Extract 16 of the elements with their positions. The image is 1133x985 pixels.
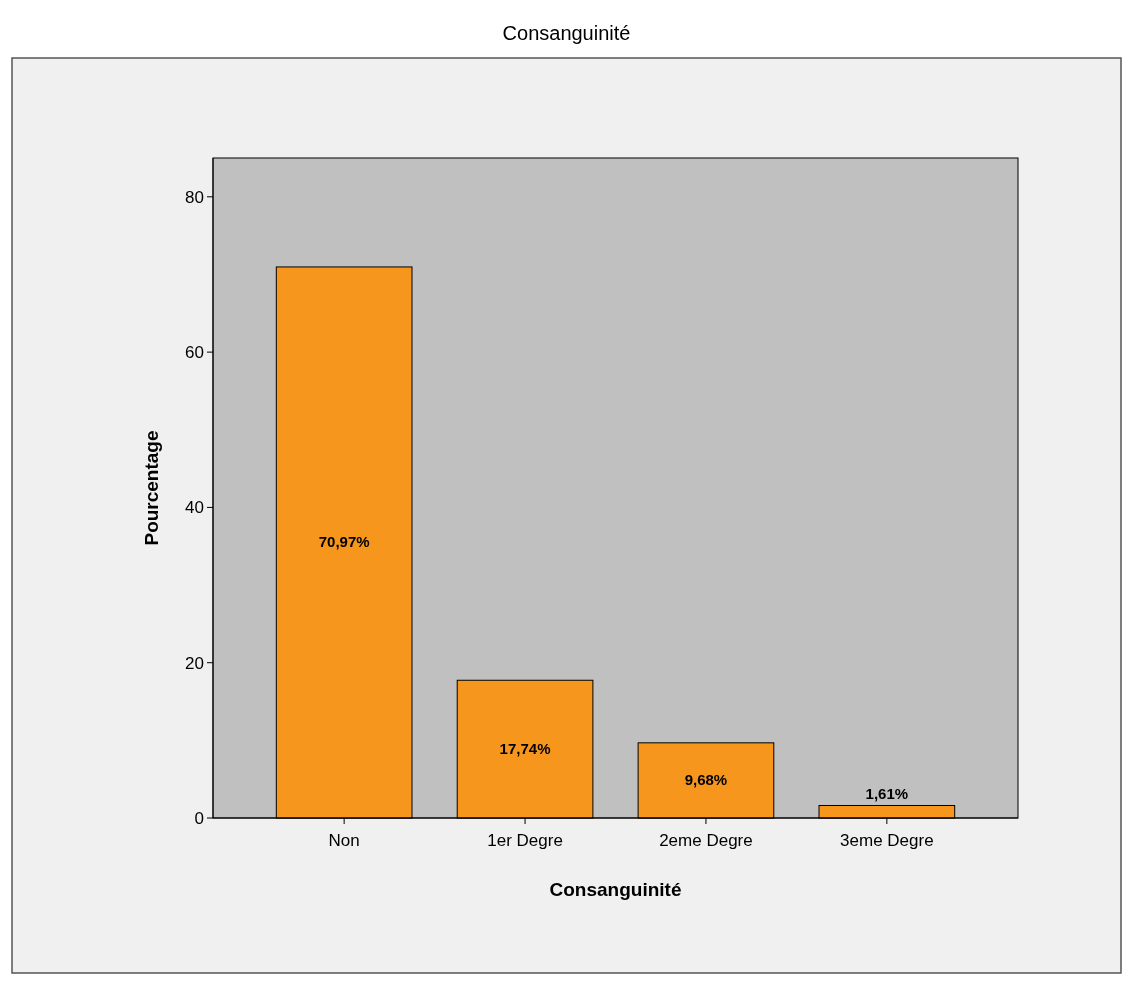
y-tick-label: 0 (194, 809, 204, 828)
x-tick-label: 3eme Degre (840, 831, 934, 850)
y-tick-label: 80 (185, 187, 204, 207)
y-tick-label: 20 (185, 653, 204, 673)
data-label: 1,61% (865, 785, 909, 803)
y-axis-title: Pourcentage (141, 430, 162, 546)
y-tick-label: 60 (185, 343, 204, 363)
data-label: 9,68% (684, 771, 728, 789)
chart-title: Consanguinité (502, 22, 631, 44)
x-tick-label: 2eme Degre (659, 831, 753, 850)
y-tick-label: 40 (185, 498, 204, 518)
x-tick-label: 1er Degre (487, 831, 563, 850)
x-tick-label: Non (328, 831, 360, 850)
data-label: 70,97% (318, 533, 370, 551)
data-label: 17,74% (499, 740, 551, 758)
x-axis-title: Consanguinité (549, 879, 682, 900)
